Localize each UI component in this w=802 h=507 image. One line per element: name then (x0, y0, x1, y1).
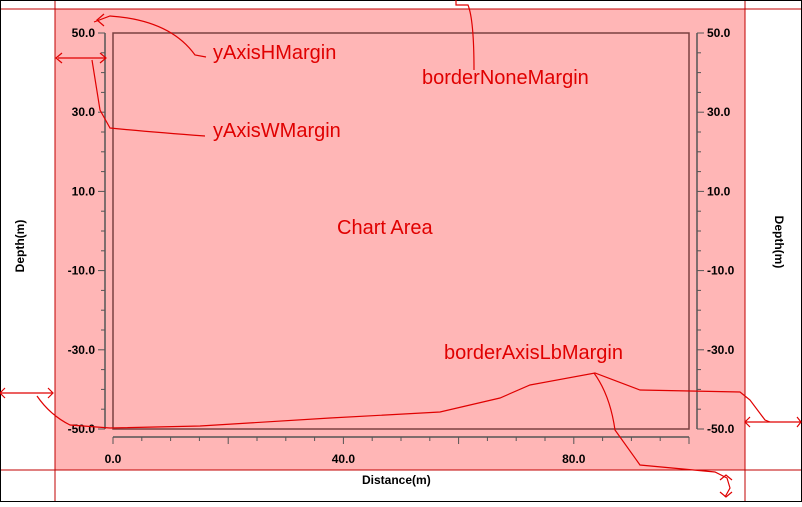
chart-area-label: Chart Area (337, 217, 433, 239)
border-axis-lb-margin-label: borderAxisLbMargin (444, 342, 623, 364)
y-axis-h-margin-arrow (93, 15, 207, 58)
y-tick-label-right: -10.0 (707, 264, 735, 278)
y-axis-h-margin-label: yAxisHMargin (213, 42, 337, 64)
y-tick-label-right: 30.0 (707, 105, 731, 119)
plot-border (112, 32, 690, 430)
border-none-margin-label: borderNoneMargin (422, 67, 589, 89)
y-axis-w-margin-lead (91, 59, 206, 137)
border-none-margin-arrow (455, 0, 475, 71)
y-tick-label-right: 50.0 (707, 26, 731, 40)
y-tick-label-left: -10.0 (68, 264, 96, 278)
border-axis-lb-down-arrow (593, 372, 731, 498)
border-axis-lb-right-heads (744, 416, 802, 428)
y-axis-w-margin-heads (55, 52, 107, 64)
y-axis-w-margin-label: yAxisWMargin (213, 120, 341, 142)
x-tick-label: 80.0 (562, 452, 586, 466)
border-axis-lb-down-heads (719, 474, 733, 498)
y-tick-label-right: -50.0 (707, 422, 735, 436)
border-axis-lb-left-heads (0, 387, 54, 399)
y-axis-title-right: Depth(m) (772, 215, 786, 269)
x-tick-label: 0.0 (105, 452, 122, 466)
y-tick-label-left: 10.0 (72, 184, 96, 198)
y-tick-label-right: 10.0 (707, 184, 731, 198)
chart-area (55, 9, 745, 470)
y-tick-label-left: 30.0 (72, 105, 96, 119)
x-tick-label: 40.0 (332, 452, 356, 466)
y-tick-label-left: -30.0 (68, 343, 96, 357)
y-tick-label-right: -30.0 (707, 343, 735, 357)
x-axis-title: Distance(m) (362, 473, 431, 487)
y-axis-title-left: Depth(m) (13, 219, 27, 273)
y-tick-label-left: -50.0 (68, 422, 96, 436)
y-tick-label-left: 50.0 (72, 26, 96, 40)
y-axis-h-margin-head (96, 13, 105, 27)
border-axis-lb-lead (36, 372, 771, 429)
